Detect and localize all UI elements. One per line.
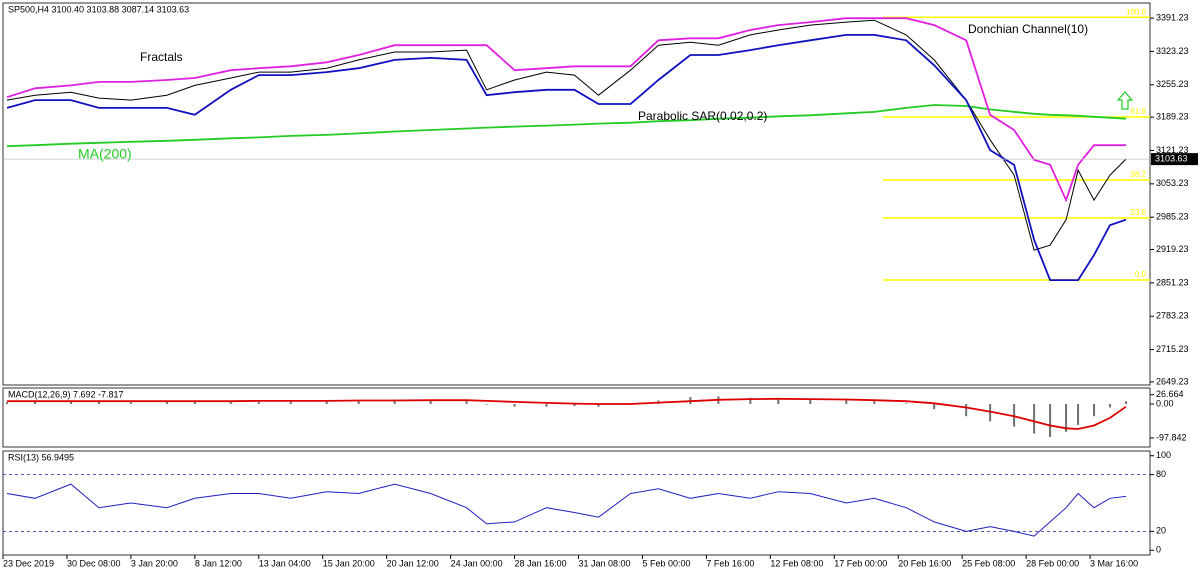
- y-tick-label: 26.664: [1156, 389, 1184, 399]
- histogram-bar: [229, 400, 232, 404]
- histogram-bar: [465, 399, 468, 404]
- histogram-bar: [485, 403, 488, 405]
- series-line: [6, 17, 1126, 203]
- fib-label: 61.8: [1130, 107, 1146, 116]
- annotation: MA(200): [78, 146, 132, 162]
- histogram-bar: [777, 398, 780, 404]
- pane-title: MACD(12,26,9) 7.692 -7.817: [8, 389, 124, 399]
- histogram-bar: [809, 399, 812, 404]
- y-tick-label: 2919.23: [1156, 244, 1189, 254]
- histogram-bar: [5, 402, 8, 404]
- y-tick-label: 3053.23: [1156, 178, 1189, 188]
- fib-label: 23.6: [1130, 208, 1146, 217]
- pane-frame: [2, 2, 1151, 386]
- histogram-bar: [325, 400, 328, 404]
- x-tick-label: 7 Feb 16:00: [706, 558, 754, 568]
- x-tick-label: 5 Feb 00:00: [642, 558, 690, 568]
- x-tick-label: 30 Dec 08:00: [67, 558, 121, 568]
- x-tick-label: 31 Jan 08:00: [578, 558, 630, 568]
- x-tick-label: 20 Jan 12:00: [387, 558, 439, 568]
- annotation: Donchian Channel(10): [968, 22, 1088, 36]
- pane-frame: [2, 387, 1151, 448]
- annotation: Parabolic SAR(0.02,0.2): [638, 109, 767, 123]
- y-tick-label: 3391.23: [1156, 12, 1189, 22]
- series-line: [6, 19, 1127, 251]
- x-tick-label: 25 Feb 08:00: [962, 558, 1015, 568]
- histogram-bar: [845, 400, 848, 404]
- x-tick-label: 8 Jan 12:00: [195, 558, 242, 568]
- histogram-bar: [905, 403, 908, 404]
- y-tick-label: 20: [1156, 526, 1166, 536]
- histogram-bar: [545, 403, 548, 407]
- last-price-label: 3103.63: [1155, 153, 1188, 163]
- x-tick-label: 20 Feb 16:00: [898, 558, 951, 568]
- histogram-bar: [933, 403, 936, 410]
- histogram-bar: [1125, 401, 1128, 404]
- histogram-bar: [749, 397, 752, 404]
- histogram-bar: [165, 401, 168, 404]
- histogram-bar: [1033, 403, 1036, 434]
- x-tick-label: 15 Jan 20:00: [323, 558, 375, 568]
- up-arrow: [1116, 91, 1134, 110]
- last-price-box: [1151, 153, 1198, 166]
- histogram-bar: [97, 401, 100, 404]
- histogram-bar: [393, 399, 396, 404]
- histogram-bar: [513, 403, 516, 407]
- x-tick-label: 24 Jan 00:00: [451, 558, 503, 568]
- x-tick-label: 3 Mar 16:00: [1090, 558, 1138, 568]
- y-tick-label: 80: [1156, 469, 1166, 479]
- series-line: [6, 34, 1127, 281]
- fib-label: 100.0: [1126, 7, 1147, 16]
- annotation: Fractals: [140, 50, 183, 64]
- y-tick-label: 3323.23: [1156, 46, 1189, 56]
- histogram-bar: [1093, 403, 1096, 417]
- y-tick-label: -97.842: [1156, 432, 1187, 442]
- histogram-bar: [1077, 403, 1080, 425]
- y-tick-label: 0: [1156, 545, 1161, 555]
- y-tick-label: 3189.23: [1156, 112, 1189, 122]
- y-tick-label: 0.00: [1156, 398, 1174, 408]
- series-line: [6, 483, 1127, 537]
- histogram-bar: [965, 403, 968, 417]
- histogram-bar: [357, 400, 360, 404]
- x-tick-label: 23 Dec 2019: [3, 558, 54, 568]
- histogram-bar: [33, 401, 36, 404]
- y-tick-label: 2715.23: [1156, 344, 1189, 354]
- y-tick-label: 100: [1156, 450, 1171, 460]
- histogram-bar: [69, 401, 72, 404]
- y-tick-label: 2851.23: [1156, 277, 1189, 287]
- x-tick-label: 13 Jan 04:00: [259, 558, 311, 568]
- histogram-bar: [289, 400, 292, 404]
- x-tick-label: 28 Feb 00:00: [1026, 558, 1079, 568]
- histogram-bar: [1065, 403, 1068, 432]
- x-tick-label: 12 Feb 08:00: [770, 558, 823, 568]
- histogram-bar: [193, 401, 196, 404]
- histogram-bar: [597, 403, 600, 407]
- y-tick-label: 3255.23: [1156, 79, 1189, 89]
- histogram-bar: [257, 400, 260, 404]
- histogram-bar: [129, 402, 132, 404]
- series-line: [7, 397, 1127, 430]
- series-line: [6, 104, 1127, 148]
- pane-title: RSI(13) 56.9495: [8, 452, 74, 462]
- y-tick-label: 2649.23: [1156, 376, 1189, 386]
- x-tick-label: 28 Jan 16:00: [515, 558, 567, 568]
- y-tick-label: 3121.23: [1156, 145, 1189, 155]
- histogram-bar: [989, 403, 992, 422]
- histogram-bar: [873, 401, 876, 404]
- y-tick-label: 2985.23: [1156, 212, 1189, 222]
- fib-label: 38.2: [1130, 170, 1146, 179]
- histogram-bar: [1109, 403, 1112, 408]
- x-tick-label: 3 Jan 20:00: [131, 558, 178, 568]
- histogram-bar: [1049, 403, 1052, 438]
- histogram-bar: [429, 399, 432, 404]
- pane-title: SP500,H4 3100.40 3103.88 3087.14 3103.63: [8, 4, 189, 14]
- histogram-bar: [573, 403, 576, 407]
- y-tick-label: 2783.23: [1156, 311, 1189, 321]
- pane-frame: [2, 450, 1151, 556]
- fib-label: 0.0: [1135, 270, 1147, 279]
- x-tick-label: 17 Feb 00:00: [834, 558, 887, 568]
